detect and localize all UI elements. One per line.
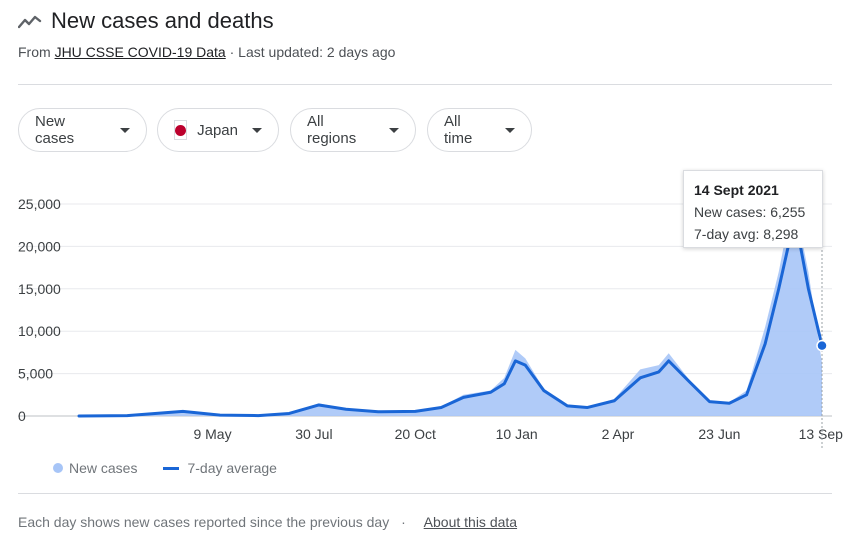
legend-bars-label: New cases bbox=[69, 460, 138, 476]
japan-flag-icon bbox=[174, 120, 188, 140]
y-tick-label: 10,000 bbox=[18, 323, 61, 339]
bottom-divider bbox=[18, 493, 832, 494]
source-prefix: From bbox=[18, 44, 51, 60]
caret-down-icon bbox=[505, 127, 515, 133]
metric-dropdown[interactable]: New cases bbox=[18, 108, 147, 152]
region-label: All regions bbox=[307, 113, 357, 147]
caret-down-icon bbox=[389, 127, 399, 133]
chart-header: New cases and deaths bbox=[18, 8, 274, 34]
country-label: Japan bbox=[197, 121, 238, 139]
source-line: From JHU CSSE COVID-19 Data · Last updat… bbox=[18, 44, 395, 60]
caret-down-icon bbox=[252, 127, 262, 133]
footer-separator: · bbox=[401, 514, 406, 530]
tooltip-date: 14 Sept 2021 bbox=[694, 182, 779, 198]
tooltip-new-cases: New cases: 6,255 bbox=[694, 204, 806, 220]
hover-point bbox=[816, 339, 828, 352]
x-tick-label: 13 Sep bbox=[799, 426, 844, 442]
chart-legend: New cases 7-day average bbox=[53, 460, 277, 476]
y-tick-label: 0 bbox=[18, 408, 26, 424]
time-dropdown[interactable]: All time bbox=[427, 108, 532, 152]
legend-bars-swatch bbox=[53, 463, 63, 473]
tooltip-average: 7-day avg: 8,298 bbox=[694, 226, 799, 242]
top-divider bbox=[18, 84, 832, 85]
country-dropdown[interactable]: Japan bbox=[157, 108, 279, 152]
footer-note: Each day shows new cases reported since … bbox=[18, 514, 390, 530]
x-tick-label: 2 Apr bbox=[602, 426, 635, 442]
trend-icon bbox=[18, 15, 42, 29]
y-tick-label: 25,000 bbox=[18, 196, 61, 212]
x-tick-label: 30 Jul bbox=[295, 426, 332, 442]
legend-line-label: 7-day average bbox=[187, 460, 277, 476]
legend-line-swatch bbox=[163, 466, 180, 470]
x-tick-label: 20 Oct bbox=[395, 426, 436, 442]
metric-label: New cases bbox=[35, 113, 75, 147]
y-tick-label: 20,000 bbox=[18, 238, 61, 254]
time-label: All time bbox=[444, 113, 473, 147]
page-title: New cases and deaths bbox=[51, 8, 274, 33]
footer: Each day shows new cases reported since … bbox=[18, 514, 517, 530]
y-tick-label: 15,000 bbox=[18, 281, 61, 297]
caret-down-icon bbox=[120, 127, 130, 133]
chart-tooltip: 14 Sept 2021 New cases: 6,255 7-day avg:… bbox=[683, 170, 823, 248]
x-tick-label: 23 Jun bbox=[698, 426, 740, 442]
about-data-link[interactable]: About this data bbox=[423, 514, 518, 530]
x-tick-label: 9 May bbox=[193, 426, 231, 442]
source-link[interactable]: JHU CSSE COVID-19 Data bbox=[54, 44, 226, 60]
region-dropdown[interactable]: All regions bbox=[290, 108, 416, 152]
last-updated: · Last updated: 2 days ago bbox=[229, 44, 396, 60]
y-tick-label: 5,000 bbox=[18, 366, 53, 382]
average-line bbox=[77, 227, 824, 418]
x-tick-label: 10 Jan bbox=[496, 426, 538, 442]
